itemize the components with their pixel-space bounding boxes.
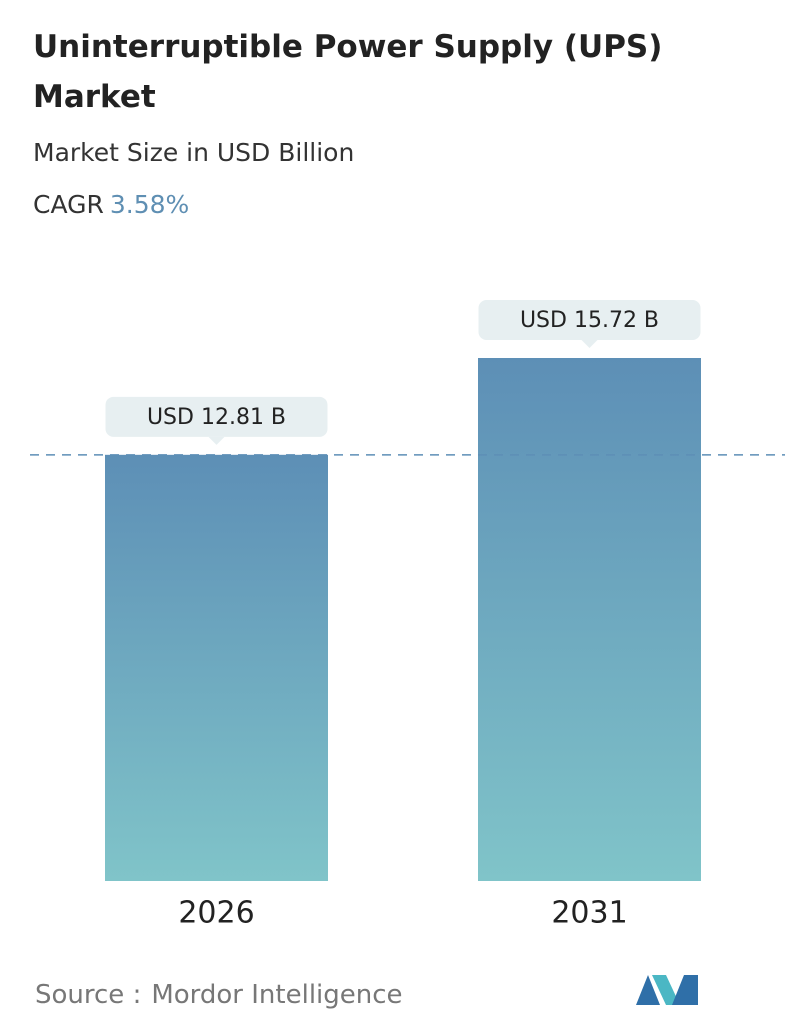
source: Source : Mordor Intelligence — [35, 980, 403, 1010]
value-label-box — [478, 300, 701, 340]
source-name: Mordor Intelligence — [151, 980, 403, 1010]
source-label: Source : — [35, 980, 142, 1010]
value-label-pointer — [581, 340, 598, 348]
bar — [105, 454, 328, 881]
value-label: USD 12.81 B — [147, 405, 286, 430]
value-label-pointer — [208, 436, 225, 445]
cagr-value: 3.58% — [109, 190, 190, 219]
bar — [478, 358, 701, 881]
value-label: USD 15.72 B — [520, 308, 659, 333]
x-tick-label: 2026 — [178, 896, 254, 931]
cagr: CAGR 3.58% — [33, 190, 189, 219]
chart-subtitle: Market Size in USD Billion — [33, 138, 355, 167]
cagr-label: CAGR — [33, 190, 104, 219]
value-label-box — [105, 396, 328, 437]
chart-title: Uninterruptible Power Supply (UPS) Marke… — [33, 29, 663, 115]
x-tick-label: 2031 — [551, 896, 627, 931]
logo — [636, 975, 698, 1005]
